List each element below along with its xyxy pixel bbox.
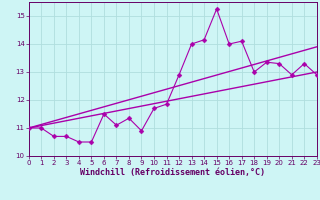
X-axis label: Windchill (Refroidissement éolien,°C): Windchill (Refroidissement éolien,°C) — [80, 168, 265, 177]
